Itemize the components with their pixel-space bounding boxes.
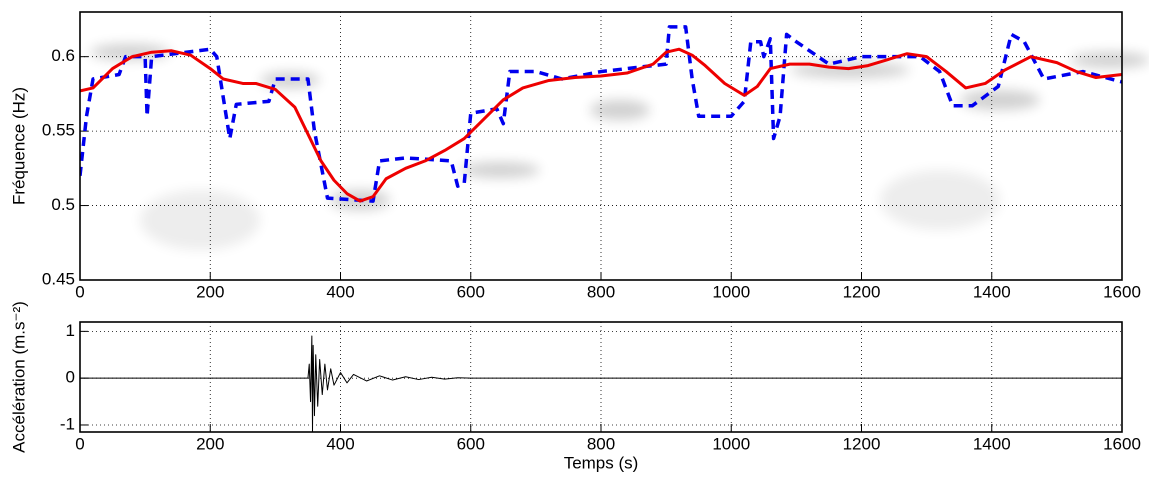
x-tick-label: 0 (75, 282, 84, 301)
y-tick-label: 0.45 (42, 269, 75, 288)
x-tick-label: 400 (326, 282, 354, 301)
data-line (80, 47, 1122, 203)
x-tick-label: 1000 (712, 434, 750, 453)
y-tick-label: -1 (60, 414, 75, 433)
x-tick-label: 1400 (973, 434, 1011, 453)
y-axis-label: Fréquence (Hz) (9, 87, 28, 205)
x-tick-label: 1600 (1103, 434, 1141, 453)
x-tick-label: 200 (196, 434, 224, 453)
x-tick-label: 1200 (843, 434, 881, 453)
y-tick-label: 0.6 (51, 46, 75, 65)
data-line (80, 25, 1122, 203)
x-tick-label: 800 (587, 282, 615, 301)
y-tick-label: 0.55 (42, 121, 75, 140)
x-tick-label: 1600 (1103, 282, 1141, 301)
y-tick-label: 0 (66, 368, 75, 387)
x-tick-label: 600 (457, 434, 485, 453)
x-tick-label: 400 (326, 434, 354, 453)
x-axis-label: Temps (s) (564, 453, 639, 472)
x-tick-label: 0 (75, 434, 84, 453)
y-tick-label: 1 (66, 321, 75, 340)
data-line (80, 335, 1122, 432)
x-tick-label: 1200 (843, 282, 881, 301)
plot-frame (79, 321, 1123, 433)
x-tick-label: 800 (587, 434, 615, 453)
x-tick-label: 1400 (973, 282, 1011, 301)
x-tick-label: 600 (457, 282, 485, 301)
plot-frame (79, 11, 1123, 281)
y-axis-label: Accélération (m.s⁻²) (9, 301, 28, 453)
x-tick-label: 200 (196, 282, 224, 301)
spectrogram-texture (90, 44, 1149, 250)
y-tick-label: 0.5 (51, 195, 75, 214)
x-tick-label: 1000 (712, 282, 750, 301)
